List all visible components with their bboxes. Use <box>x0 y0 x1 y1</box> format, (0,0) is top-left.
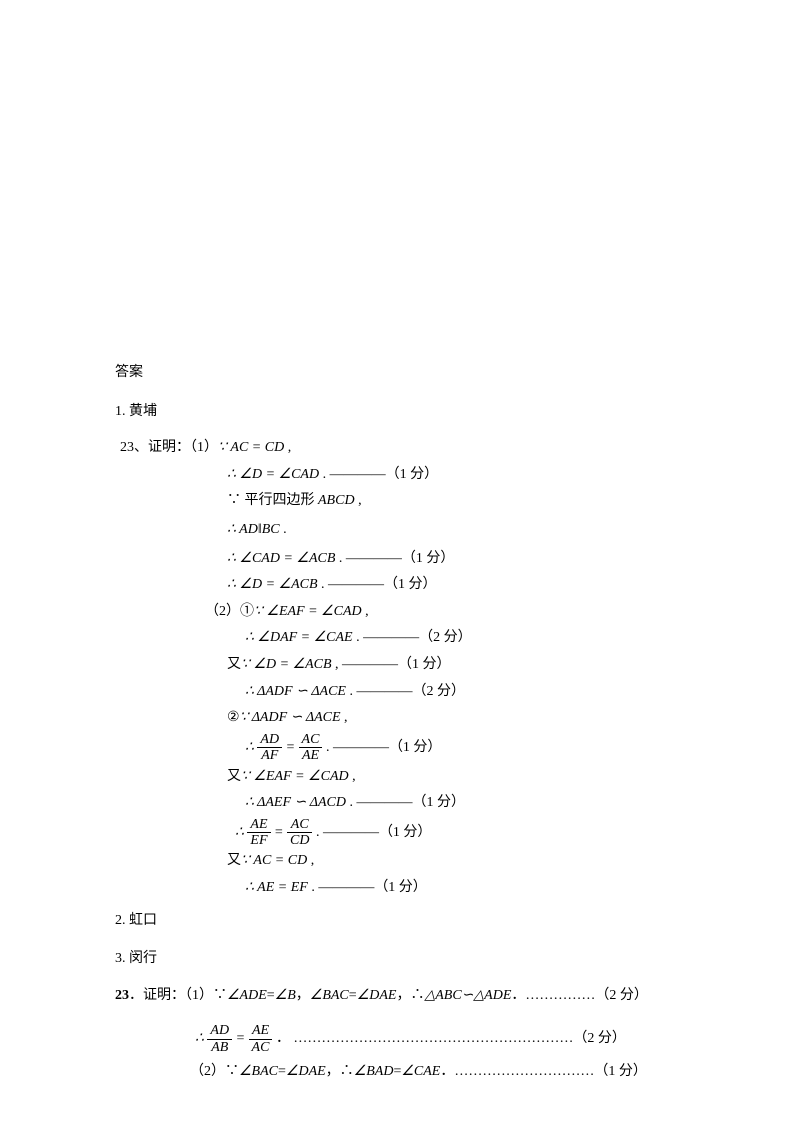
part-label: ② <box>227 710 240 725</box>
proof-line: ∵ 平行四边形 ABCD , <box>115 488 715 515</box>
proof-line: 又∵ AC = CD , <box>115 848 715 875</box>
section-2-title: 2. 虹口 <box>115 908 715 935</box>
document-content: 答案 1. 黄埔 23、证明：（1）∵ AC = CD , ∴ ∠D = ∠CA… <box>115 360 715 1086</box>
answer-heading: 答案 <box>115 360 715 387</box>
fraction: AE EF <box>247 817 270 849</box>
problem-number: 23、证明： <box>115 440 190 455</box>
math-expr: ∴ ΔAEF ∽ ΔACD <box>245 795 346 810</box>
math-expr: ∴ ∠D = ∠CAD <box>227 467 319 482</box>
math-expr: ∵ ∠D = ∠ACB <box>241 657 332 672</box>
score-note: ． ……………………………………………………（2 分） <box>276 1032 626 1047</box>
proof-line: ∴ ∠D = ∠ACB . ————（1 分） <box>115 572 715 599</box>
part-label: （1） <box>185 988 213 1003</box>
proof-line: ∴ AD AB = AE AC ． ……………………………………………………（2… <box>115 1023 715 1055</box>
proof-line: （2）∵∠BAC=∠DAE，∴∠BAD=∠CAE．…………………………（1 分） <box>115 1059 715 1086</box>
fraction: AC CD <box>287 817 312 849</box>
math-expr: ∴ ΔADF ∽ ΔACE <box>245 684 346 699</box>
math-expr: ∴ ∠DAF = ∠CAE <box>245 630 353 645</box>
fraction: AD AF <box>257 732 282 764</box>
proof-line: 23、证明：（1）∵ AC = CD , <box>115 435 715 462</box>
score-note: . ————（1 分） <box>326 740 442 755</box>
proof-line: ②∵ ΔADF ∽ ΔACE , <box>115 705 715 732</box>
math-expr: ∴ AD‖BC <box>227 522 280 537</box>
proof-line: ∴ ΔAEF ∽ ΔACD . ————（1 分） <box>115 790 715 817</box>
math-expr: ∵ ∠EAF = ∠CAD <box>254 604 362 619</box>
proof-line: ∴ ∠DAF = ∠CAE . ————（2 分） <box>115 625 715 652</box>
math-expr: ∵ ∠EAF = ∠CAD <box>241 769 349 784</box>
score-note: . ————（1 分） <box>316 825 432 840</box>
part-label: （2） <box>190 1064 225 1079</box>
math-expr: ∵ ΔADF ∽ ΔACE <box>240 710 341 725</box>
problem-number: 23 <box>115 988 129 1003</box>
proof-line: ∴ ∠D = ∠CAD . ————（1 分） <box>115 462 715 489</box>
section-1-title: 1. 黄埔 <box>115 399 715 426</box>
proof-line: ∴ AD‖BC . <box>115 515 715 546</box>
proof-line: ∴ AE EF = AC CD . ————（1 分） <box>115 817 715 849</box>
proof-line: 又∵ ∠D = ∠ACB , ————（1 分） <box>115 652 715 679</box>
math-expr: ∵ AC = CD <box>218 440 284 455</box>
math-expr: ∴ ∠CAD = ∠ACB <box>227 551 335 566</box>
fraction: AC AE <box>299 732 323 764</box>
proof-line: 23．证明：（1）∵∠ADE=∠B，∠BAC=∠DAE，∴△ABC∽△ADE．…… <box>115 983 715 1010</box>
math-expr: ∵ AC = CD <box>241 853 307 868</box>
fraction: AE AC <box>249 1023 273 1055</box>
math-expr: ∴ <box>195 1032 204 1047</box>
section-3-title: 3. 闵行 <box>115 946 715 973</box>
math-expr: ∴ ∠D = ∠ACB <box>227 577 318 592</box>
proof-line: ∴ AD AF = AC AE . ————（1 分） <box>115 732 715 764</box>
math-expr: ∴ <box>235 825 244 840</box>
part-label: （2）① <box>205 604 254 619</box>
math-expr: ∴ AE = EF <box>245 880 308 895</box>
math-expr: ABCD <box>318 493 355 508</box>
proof-line: （2）①∵ ∠EAF = ∠CAD , <box>115 599 715 626</box>
proof-line: 又∵ ∠EAF = ∠CAD , <box>115 764 715 791</box>
proof-line: ∴ ΔADF ∽ ΔACE . ————（2 分） <box>115 679 715 706</box>
fraction: AD AB <box>207 1023 232 1055</box>
math-expr: ∴ <box>245 740 254 755</box>
proof-line: ∴ ∠CAD = ∠ACB . ————（1 分） <box>115 546 715 573</box>
proof-line: ∴ AE = EF . ————（1 分） <box>115 875 715 902</box>
part-label: （1） <box>190 440 218 455</box>
